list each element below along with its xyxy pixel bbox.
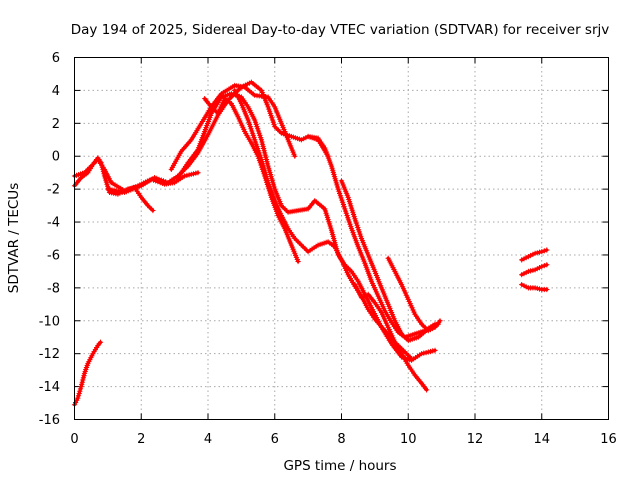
data-series [71,79,550,408]
series-9 [338,178,441,344]
y-tick-label: -8 [47,281,60,296]
x-tick-label: 12 [467,432,484,447]
x-tick-label: 14 [533,432,550,447]
x-tick-label: 0 [70,432,78,447]
x-tick-label: 8 [337,432,345,447]
series-14 [519,262,550,278]
plot-frame [74,57,609,420]
x-tick-label: 16 [600,432,617,447]
series-markers [168,82,298,172]
y-tick-label: 4 [52,84,60,99]
x-tick-labels: 0 2 4 6 8 10 12 14 16 [70,432,616,447]
series-7 [232,87,415,362]
y-tick-label: 0 [52,150,60,165]
y-tick-label: -4 [47,216,60,231]
y-tick-label: -10 [39,314,60,329]
series-5 [175,91,438,363]
y-tick-label: -16 [39,413,60,428]
y-axis-label: SDTVAR / TECUs [6,183,22,293]
grid-lines [74,57,609,420]
series-markers [338,178,441,344]
y-tick-label: -14 [39,380,60,395]
series-markers [385,255,443,334]
series-markers [519,282,550,293]
series-4 [168,82,298,172]
x-tick-label: 6 [271,432,279,447]
series-12 [71,339,104,408]
x-axis-label: GPS time / hours [283,458,396,474]
y-tick-labels: 6 4 2 0 -2 -4 -6 -8 -10 -12 -14 -16 [39,51,60,428]
series-markers [232,87,415,362]
series-markers [305,133,438,340]
series-15 [519,282,550,293]
series-markers [175,91,438,363]
x-tick-label: 2 [137,432,145,447]
chart-title: Day 194 of 2025, Sidereal Day-to-day VTE… [71,22,610,38]
y-tick-label: -2 [47,183,60,198]
y-tick-label: 2 [52,117,60,132]
y-tick-label: -12 [39,347,60,362]
x-tick-label: 4 [204,432,212,447]
y-tick-label: -6 [47,248,60,263]
series-13 [519,247,550,263]
x-tick-label: 10 [400,432,417,447]
series-11 [385,255,443,334]
series-markers [352,282,430,393]
series-10 [352,282,430,393]
y-tick-label: 6 [52,51,60,66]
series-markers [519,247,550,263]
series-markers [519,262,550,278]
